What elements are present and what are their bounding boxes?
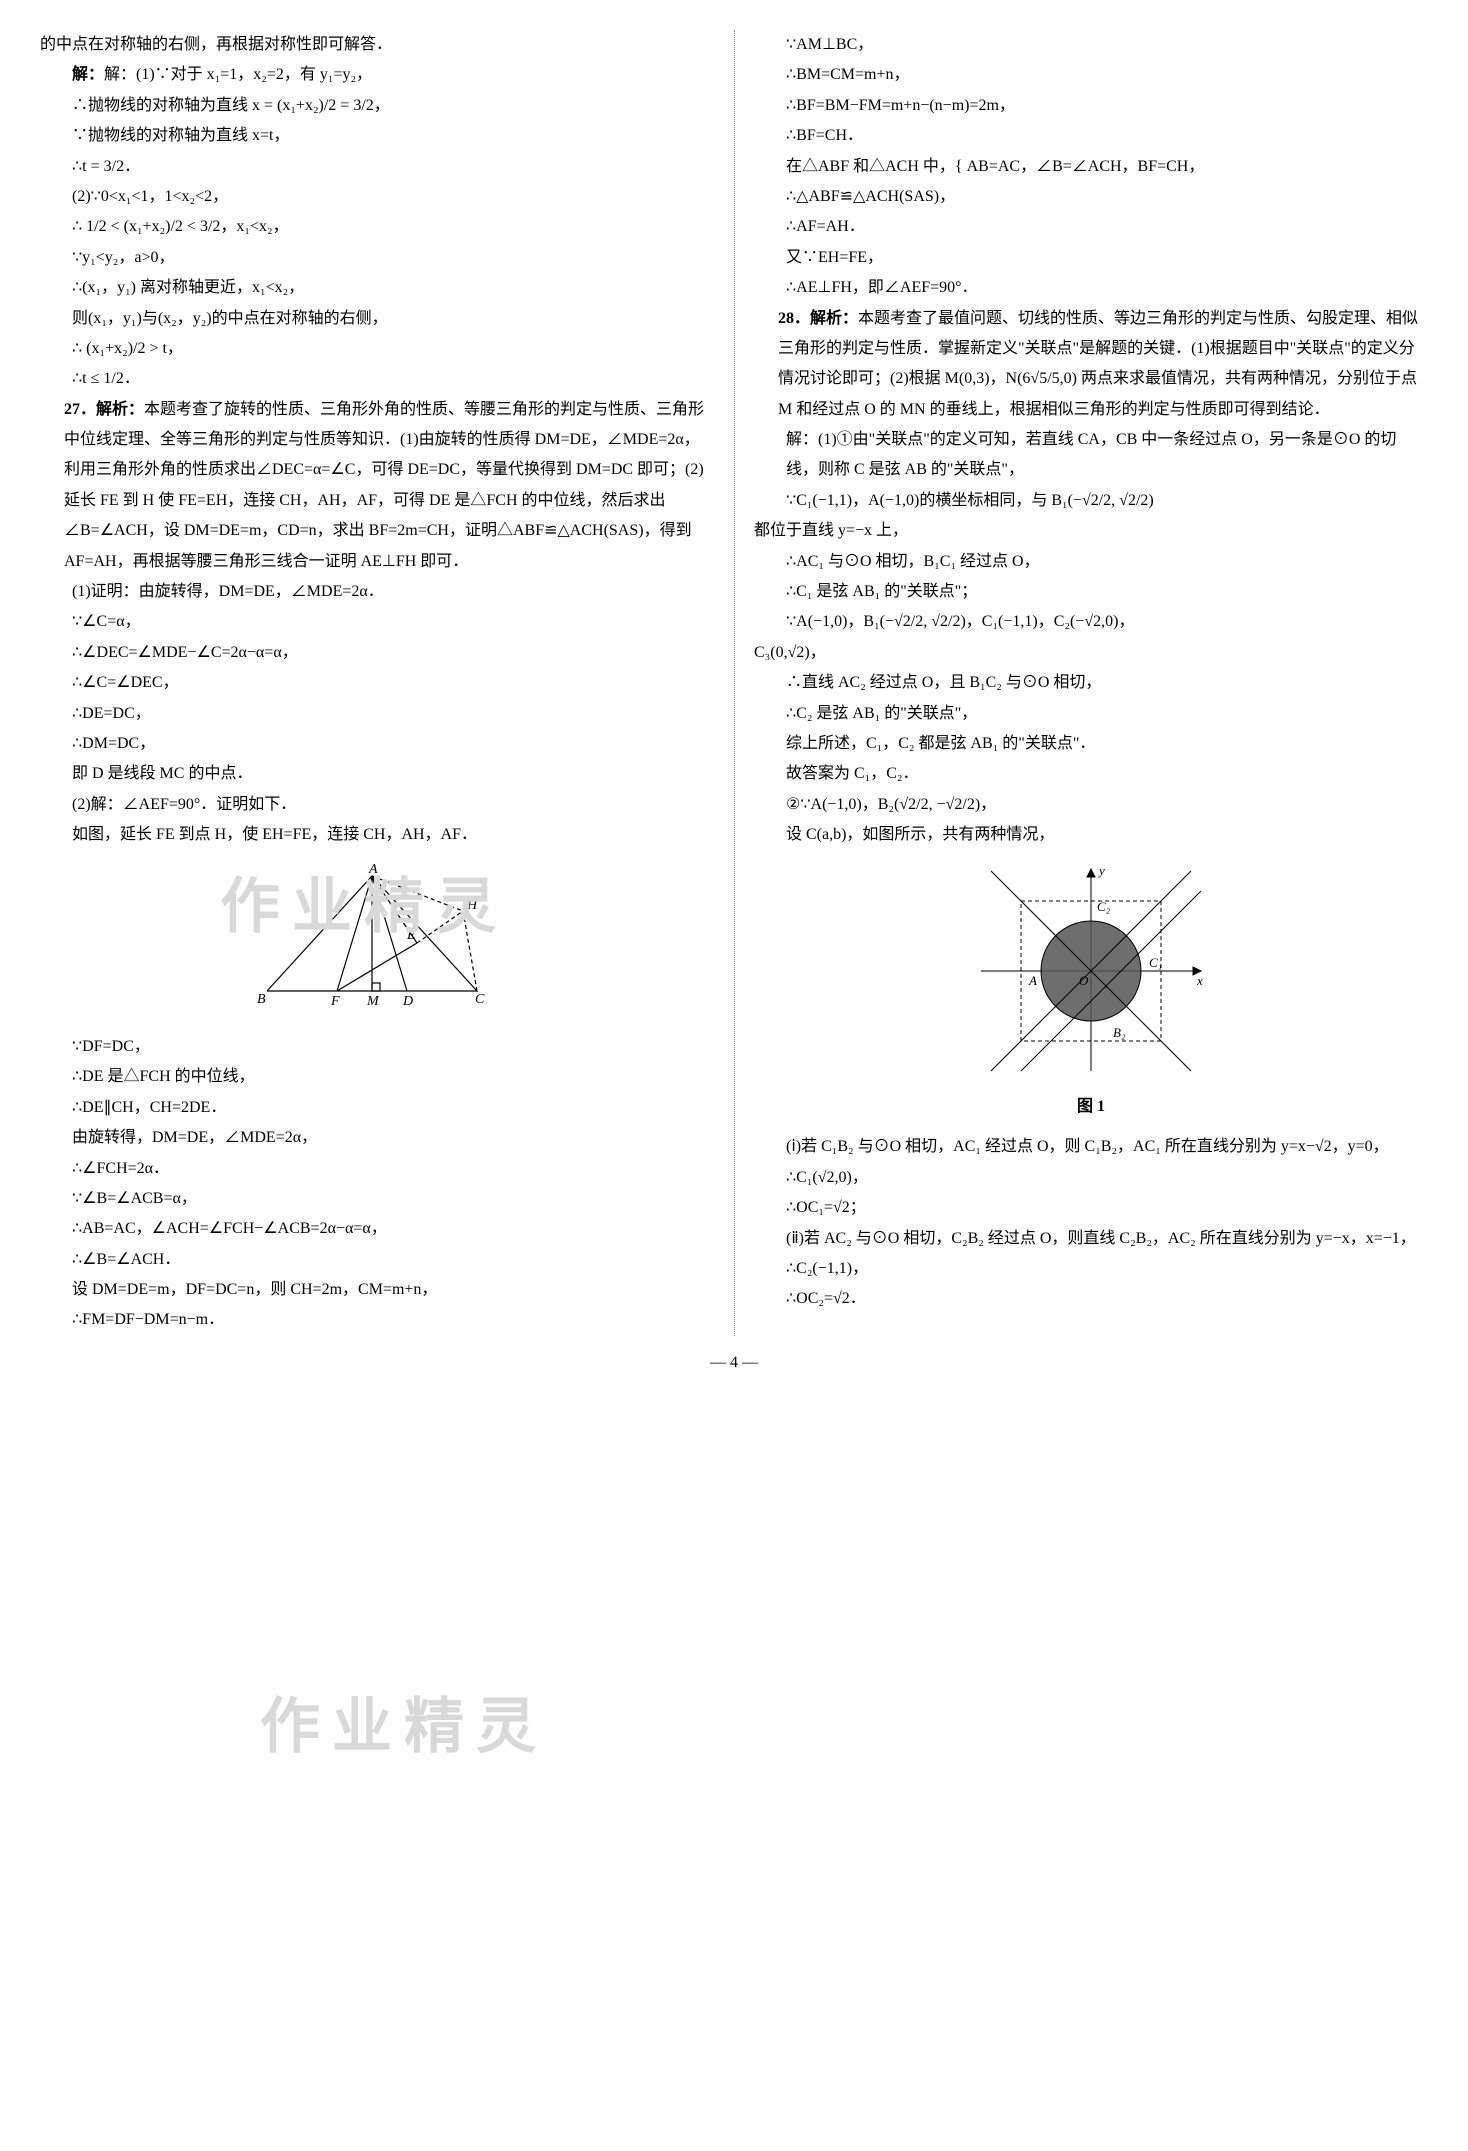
text-line: ∵C₁(−1,1)，A(−1,0)的横坐标相同，与 B₁(−√2/2, √2/2…	[754, 486, 1428, 516]
figure-caption: 图 1	[754, 1092, 1428, 1122]
text-line: ∵抛物线的对称轴为直线 x=t，	[40, 121, 714, 151]
lbl-C1: C₁	[1149, 955, 1162, 970]
lbl-M: M	[366, 994, 380, 1009]
text-line: ∴C₁(√2,0)，	[754, 1163, 1428, 1193]
text-line: ∴BF=BM−FM=m+n−(n−m)=2m，	[754, 91, 1428, 121]
text-line: ∵y₁<y₂，a>0，	[40, 243, 714, 273]
text-line: 则(x₁，y₁)与(x₂，y₂)的中点在对称轴的右侧，	[40, 304, 714, 334]
problem-27: 27．解析：本题考查了旋转的性质、三角形外角的性质、等腰三角形的判定与性质、三角…	[40, 395, 714, 577]
text-line: 即 D 是线段 MC 的中点．	[40, 759, 714, 789]
lbl-F: F	[330, 994, 340, 1009]
text-line: ∴OC₁=√2；	[754, 1193, 1428, 1223]
text-line: ∴∠DEC=∠MDE−∠C=2α−α=α，	[40, 638, 714, 668]
text-line: ∴ (x₁+x₂)/2 > t，	[40, 334, 714, 364]
lbl-H: H	[466, 898, 478, 913]
text-line: ∴DM=DC，	[40, 729, 714, 759]
coord-svg: x y O A C₁ C₂ B₂	[971, 861, 1211, 1081]
text-line: ∴AE⊥FH，即∠AEF=90°．	[754, 273, 1428, 303]
watermark-2: 作业精灵	[260, 1670, 548, 1784]
page-content: 作业精灵 作业精灵 的中点在对称轴的右侧，再根据对称性即可解答． 解：解：(1)…	[40, 30, 1428, 1336]
text-line: ∴C₂(−1,1)，	[754, 1254, 1428, 1284]
text-line: ∴直线 AC₂ 经过点 O，且 B₁C₂ 与⊙O 相切，	[754, 668, 1428, 698]
lbl-C2: C₂	[1097, 899, 1111, 914]
lbl-E: E	[406, 928, 416, 943]
text-line: C₃(0,√2)，	[754, 638, 1428, 668]
text-line: 故答案为 C₁，C₂．	[754, 759, 1428, 789]
text-line: 设 DM=DE=m，DF=DC=n，则 CH=2m，CM=m+n，	[40, 1275, 714, 1305]
text-line: ∴C₁ 是弦 AB₁ 的"关联点"；	[754, 577, 1428, 607]
text-line: ∴C₂ 是弦 AB₁ 的"关联点"，	[754, 699, 1428, 729]
text-line: 设 C(a,b)，如图所示，共有两种情况，	[754, 820, 1428, 850]
text-line: ∵AM⊥BC，	[754, 30, 1428, 60]
text-line: ∴∠B=∠ACH．	[40, 1245, 714, 1275]
page-number: — 4 —	[40, 1336, 1428, 1378]
lbl-B2: B₂	[1113, 1025, 1126, 1040]
text-line: 在△ABF 和△ACH 中，{ AB=AC，∠B=∠ACH，BF=CH，	[754, 152, 1428, 182]
text-line: (ⅱ)若 AC₂ 与⊙O 相切，C₂B₂ 经过点 O，则直线 C₂B₂，AC₂ …	[754, 1224, 1428, 1254]
text-line: ∵∠B=∠ACB=α，	[40, 1184, 714, 1214]
text-line: 又∵EH=FE，	[754, 243, 1428, 273]
text-line: ∴抛物线的对称轴为直线 x = (x₁+x₂)/2 = 3/2，	[40, 91, 714, 121]
text-line: 解：解：(1)∵对于 x₁=1，x₂=2，有 y₁=y₂，	[40, 60, 714, 90]
text-line: (2)∵0<x₁<1，1<x₂<2，	[40, 182, 714, 212]
text-line: ∴DE 是△FCH 的中位线，	[40, 1062, 714, 1092]
text-line: 都位于直线 y=−x 上，	[754, 516, 1428, 546]
text-line: ∴DE=DC，	[40, 699, 714, 729]
lbl-A: A	[368, 862, 378, 877]
lbl-A: A	[1028, 973, 1037, 988]
text-line: ∵∠C=α，	[40, 607, 714, 637]
text-line: ∵DF=DC，	[40, 1032, 714, 1062]
text-line: ∴AB=AC，∠ACH=∠FCH−∠ACB=2α−α=α，	[40, 1214, 714, 1244]
text-line: ∴t ≤ 1/2．	[40, 364, 714, 394]
text-line: ∴OC₂=√2．	[754, 1284, 1428, 1314]
diagram-triangle: A B C F M D E H	[40, 861, 714, 1022]
text-line: ∴AC₁ 与⊙O 相切，B₁C₁ 经过点 O，	[754, 547, 1428, 577]
text-line: ∴FM=DF−DM=n−m．	[40, 1305, 714, 1335]
text-line: ∴△ABF≌△ACH(SAS)，	[754, 182, 1428, 212]
problem-28: 28．解析：本题考查了最值问题、切线的性质、等边三角形的判定与性质、勾股定理、相…	[754, 304, 1428, 426]
text-line: (1)证明：由旋转得，DM=DE，∠MDE=2α．	[40, 577, 714, 607]
text-line: 综上所述，C₁，C₂ 都是弦 AB₁ 的"关联点"．	[754, 729, 1428, 759]
text-line: ∴(x₁，y₁) 离对称轴更近，x₁<x₂，	[40, 273, 714, 303]
text-line: (ⅰ)若 C₁B₂ 与⊙O 相切，AC₁ 经过点 O，则 C₁B₂，AC₁ 所在…	[754, 1132, 1428, 1162]
lbl-x: x	[1196, 973, 1203, 988]
lbl-y: y	[1097, 863, 1105, 878]
text-segment: 解：(1)∵对于 x₁=1，x₂=2，有 y₁=y₂，	[104, 66, 372, 83]
text-line: (2)解：∠AEF=90°．证明如下．	[40, 790, 714, 820]
lbl-D: D	[402, 994, 413, 1009]
text-line: ②∵A(−1,0)，B₂(√2/2, −√2/2)，	[754, 790, 1428, 820]
text-line: ∴AF=AH．	[754, 212, 1428, 242]
diagram-coordinate: x y O A C₁ C₂ B₂ 图 1	[754, 861, 1428, 1123]
text-line: ∴DE∥CH，CH=2DE．	[40, 1093, 714, 1123]
label-28-analysis: 28．解析：	[778, 310, 858, 327]
text-line: 的中点在对称轴的右侧，再根据对称性即可解答．	[40, 30, 714, 60]
text-segment: 本题考查了旋转的性质、三角形外角的性质、等腰三角形的判定与性质、三角形中位线定理…	[64, 401, 704, 570]
lbl-O: O	[1079, 973, 1089, 988]
text-line: ∴t = 3/2．	[40, 152, 714, 182]
text-line: 由旋转得，DM=DE，∠MDE=2α，	[40, 1123, 714, 1153]
text-line: ∴BF=CH．	[754, 121, 1428, 151]
triangle-svg: A B C F M D E H	[247, 861, 507, 1011]
lbl-B: B	[257, 992, 266, 1007]
text-line: ∵A(−1,0)，B₁(−√2/2, √2/2)，C₁(−1,1)，C₂(−√2…	[754, 607, 1428, 637]
label-27-analysis: 27．解析：	[64, 401, 144, 418]
text-line: 解：(1)①由"关联点"的定义可知，若直线 CA，CB 中一条经过点 O，另一条…	[754, 425, 1428, 486]
label-solve: 解：	[72, 66, 104, 83]
text-line: ∴∠C=∠DEC，	[40, 668, 714, 698]
lbl-C: C	[475, 992, 485, 1007]
text-segment: 本题考查了最值问题、切线的性质、等边三角形的判定与性质、勾股定理、相似三角形的判…	[778, 310, 1418, 418]
text-line: ∴ 1/2 < (x₁+x₂)/2 < 3/2，x₁<x₂，	[40, 212, 714, 242]
text-line: 如图，延长 FE 到点 H，使 EH=FE，连接 CH，AH，AF．	[40, 820, 714, 850]
text-line: ∴∠FCH=2α．	[40, 1154, 714, 1184]
text-line: ∴BM=CM=m+n，	[754, 60, 1428, 90]
